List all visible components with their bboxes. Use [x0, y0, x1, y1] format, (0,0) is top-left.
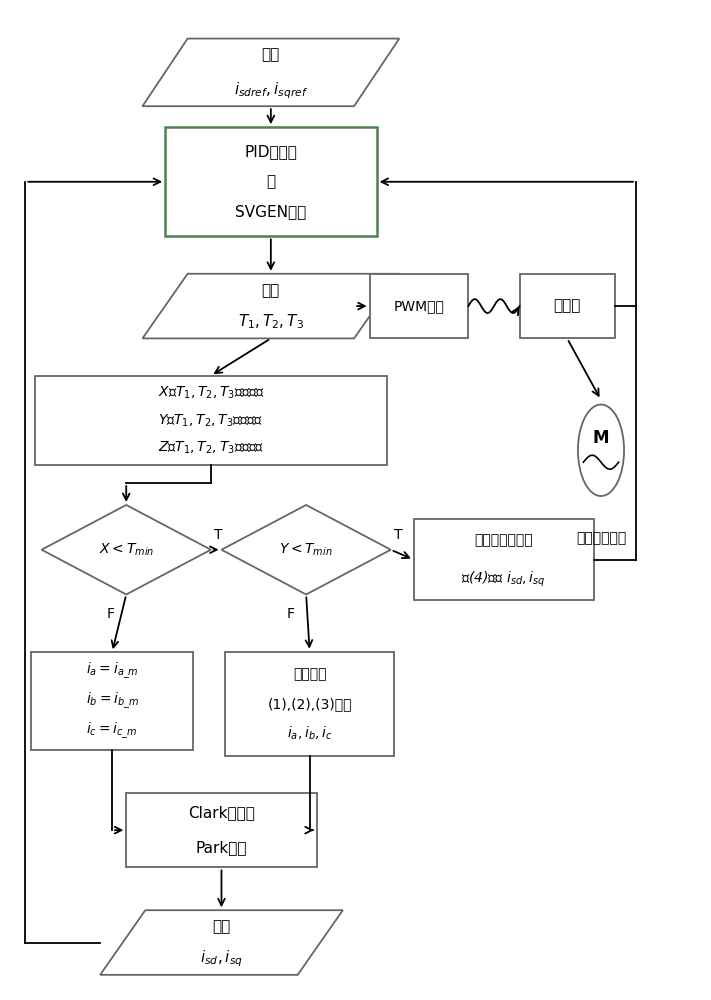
- Bar: [165, 127, 377, 236]
- Text: $Y<T_{min}$: $Y<T_{min}$: [279, 542, 333, 558]
- Text: $X<T_{min}$: $X<T_{min}$: [99, 542, 154, 558]
- Text: 和: 和: [267, 174, 275, 189]
- Text: T: T: [214, 528, 223, 542]
- Polygon shape: [100, 910, 343, 975]
- Text: $Z$为$T_1,T_2,T_3$中最大量: $Z$为$T_1,T_2,T_3$中最大量: [158, 440, 264, 456]
- Text: $X$为$T_1,T_2,T_3$中最小量: $X$为$T_1,T_2,T_3$中最小量: [158, 384, 264, 401]
- Bar: [370, 274, 469, 338]
- Ellipse shape: [578, 405, 624, 496]
- Polygon shape: [142, 274, 400, 338]
- Bar: [127, 793, 316, 867]
- Text: $Y$为$T_1,T_2,T_3$中中间量: $Y$为$T_1,T_2,T_3$中中间量: [159, 412, 263, 429]
- Text: 逆变器: 逆变器: [553, 299, 581, 314]
- Text: 输入: 输入: [262, 47, 280, 62]
- Bar: [414, 519, 594, 600]
- Text: $i_{sd},i_{sq}$: $i_{sd},i_{sq}$: [200, 948, 243, 969]
- Text: (1),(2),(3)计算: (1),(2),(3)计算: [267, 697, 352, 711]
- Text: Park变换: Park变换: [196, 841, 247, 856]
- Text: $i_b=i_{b\_m}$: $i_b=i_{b\_m}$: [85, 691, 139, 711]
- Text: T: T: [394, 528, 402, 542]
- Text: PWM模块: PWM模块: [394, 299, 444, 313]
- Polygon shape: [41, 505, 211, 594]
- Text: $i_a=i_{a\_m}$: $i_a=i_{a\_m}$: [86, 661, 139, 681]
- Text: 输出: 输出: [213, 919, 230, 934]
- Bar: [31, 652, 193, 750]
- Text: 用电流预测模型: 用电流预测模型: [474, 533, 533, 547]
- Text: 根据公式: 根据公式: [293, 667, 326, 681]
- Text: 异步感应电机: 异步感应电机: [576, 531, 626, 545]
- Text: $T_1,T_2,T_3$: $T_1,T_2,T_3$: [238, 313, 304, 331]
- Text: 输出: 输出: [262, 283, 280, 298]
- Bar: [520, 274, 615, 338]
- Text: $i_{sdref},i_{sqref}$: $i_{sdref},i_{sqref}$: [234, 80, 308, 101]
- Text: PID控制器: PID控制器: [245, 144, 297, 159]
- Text: M: M: [593, 429, 609, 447]
- Text: F: F: [107, 607, 114, 621]
- Text: 式(4)计算 $i_{sd},i_{sq}$: 式(4)计算 $i_{sd},i_{sq}$: [461, 570, 546, 589]
- Text: Clark变换和: Clark变换和: [188, 805, 255, 820]
- Text: $i_a,i_b,i_c$: $i_a,i_b,i_c$: [287, 725, 333, 742]
- Text: F: F: [287, 607, 294, 621]
- Bar: [225, 652, 395, 756]
- Text: $i_c=i_{c\_m}$: $i_c=i_{c\_m}$: [86, 721, 138, 741]
- Polygon shape: [142, 39, 400, 106]
- Polygon shape: [221, 505, 391, 594]
- Text: SVGEN模块: SVGEN模块: [235, 204, 306, 219]
- Bar: [35, 376, 387, 465]
